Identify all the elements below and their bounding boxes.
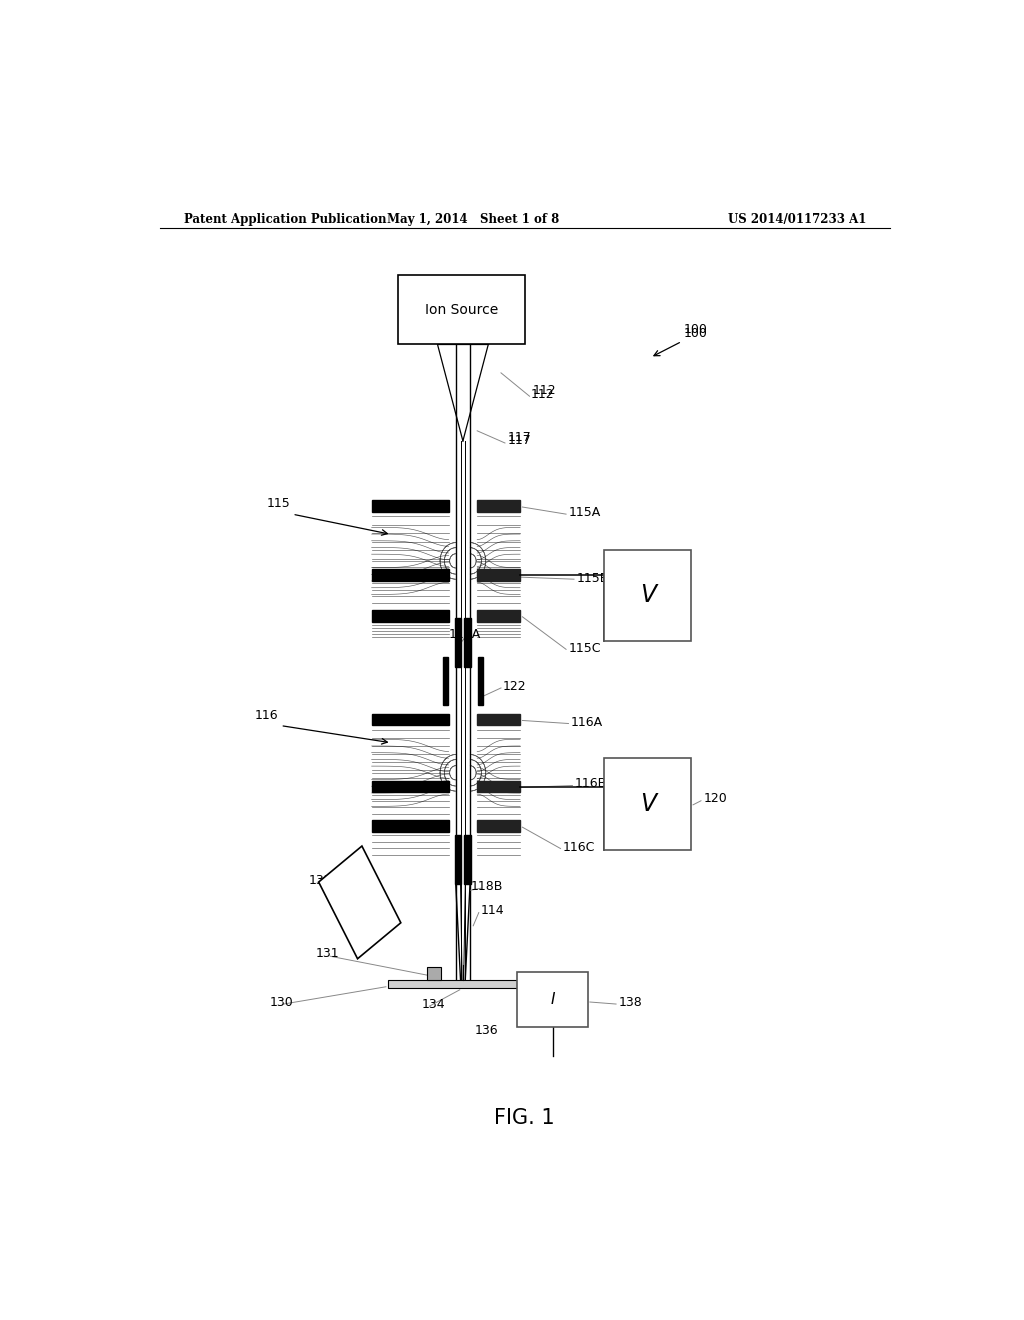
Polygon shape [477,820,520,832]
Polygon shape [427,968,441,979]
Polygon shape [477,714,520,726]
Polygon shape [477,500,520,512]
Text: 112: 112 [531,388,555,401]
Text: 130: 130 [269,995,293,1008]
Text: 116: 116 [255,709,279,722]
Polygon shape [455,836,461,884]
Text: Patent Application Publication: Patent Application Publication [183,214,386,226]
Text: V: V [640,583,655,607]
Text: 116B: 116B [574,777,607,789]
Text: FIG. 1: FIG. 1 [495,1107,555,1127]
Text: 117: 117 [507,430,531,444]
Text: 118B: 118B [471,879,503,892]
Polygon shape [443,656,447,705]
Text: 115B: 115B [577,572,608,585]
Text: 112: 112 [532,384,556,397]
Text: 115: 115 [267,498,291,511]
Text: 116A: 116A [570,715,603,729]
Polygon shape [465,836,471,884]
Text: 131: 131 [316,946,340,960]
Text: V: V [640,792,655,816]
Bar [604,758,691,850]
Text: 115C: 115C [568,642,601,655]
Text: 117: 117 [507,434,531,447]
Text: 132: 132 [309,874,333,887]
Polygon shape [387,979,578,987]
Text: 134: 134 [422,998,445,1011]
Bar [517,972,588,1027]
Polygon shape [477,610,520,622]
Text: 100: 100 [684,323,708,337]
Polygon shape [372,569,449,581]
Text: 136: 136 [475,1024,499,1038]
Polygon shape [372,780,449,792]
Bar [397,276,524,345]
Polygon shape [372,714,449,726]
Text: 118A: 118A [449,627,481,640]
Polygon shape [372,500,449,512]
Text: May 1, 2014   Sheet 1 of 8: May 1, 2014 Sheet 1 of 8 [387,214,559,226]
Text: I: I [550,991,555,1007]
Text: 115A: 115A [568,506,601,519]
Text: 114: 114 [481,904,505,917]
Text: 100: 100 [684,327,708,339]
Polygon shape [477,569,520,581]
Text: 138: 138 [618,995,642,1008]
Text: 116C: 116C [563,841,595,854]
Polygon shape [372,820,449,832]
Polygon shape [455,618,461,667]
Polygon shape [318,846,400,958]
Polygon shape [477,780,520,792]
Polygon shape [478,656,482,705]
Bar [604,549,691,642]
Polygon shape [372,610,449,622]
Text: 122: 122 [503,680,526,693]
Text: US 2014/0117233 A1: US 2014/0117233 A1 [728,214,866,226]
Polygon shape [465,618,471,667]
Text: 120: 120 [703,792,727,805]
Text: Ion Source: Ion Source [425,302,498,317]
